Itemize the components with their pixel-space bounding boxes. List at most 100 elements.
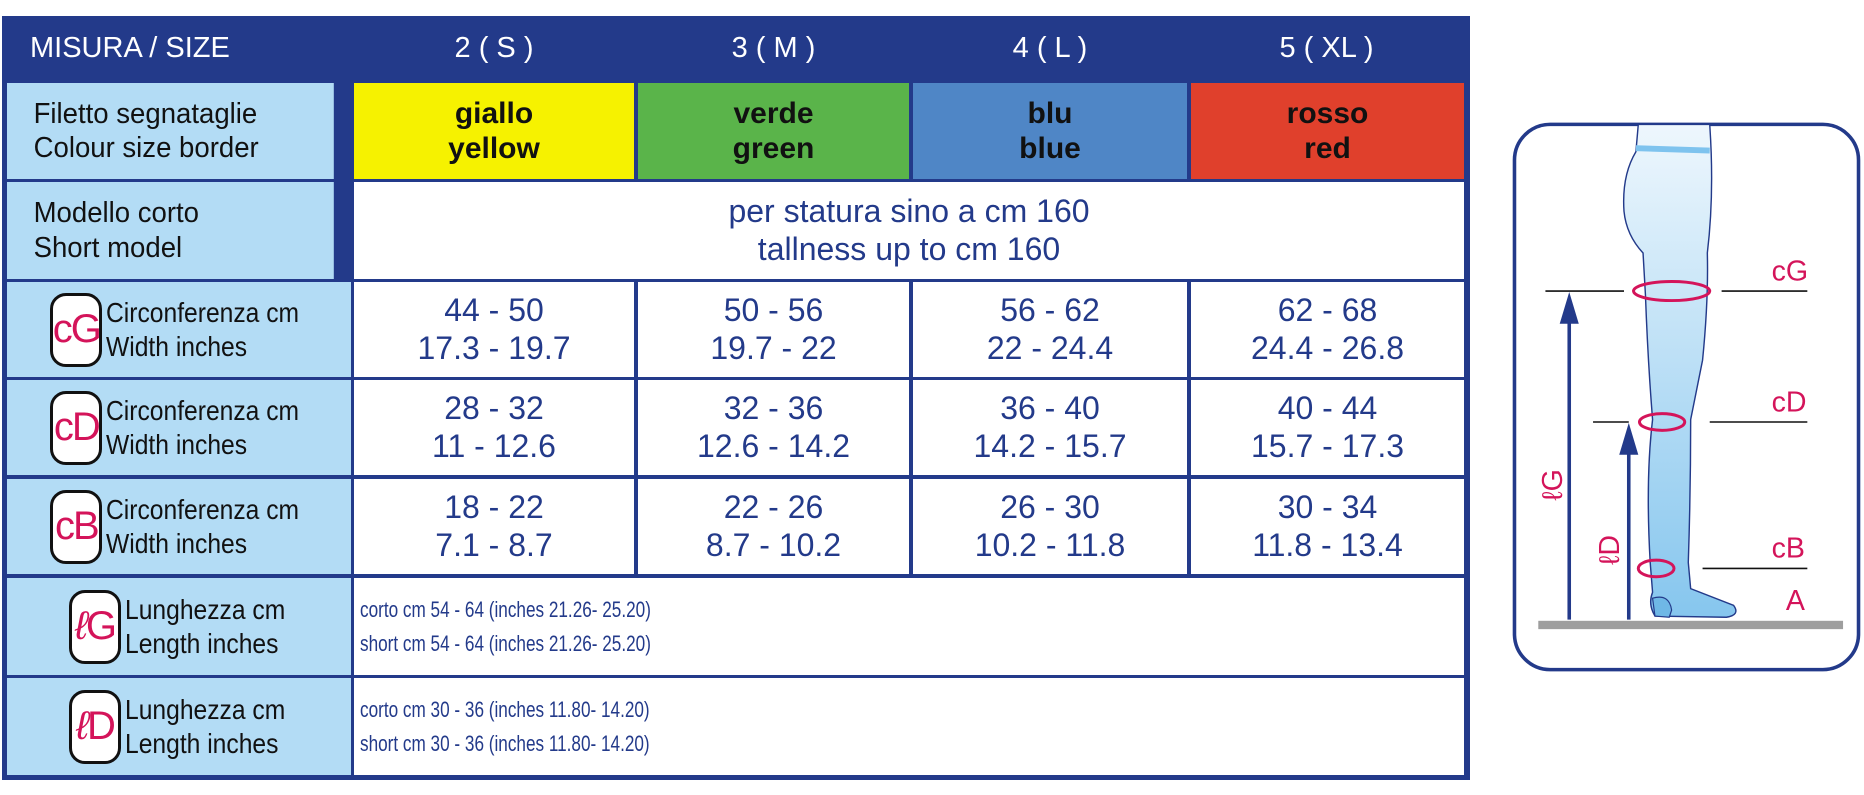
short-row-label: Modello corto Short model: [7, 182, 334, 279]
size-header-xl: 5 ( XL ): [1279, 31, 1374, 64]
label-lG: ℓG: [1537, 469, 1569, 500]
short-row-value: per statura sino a cm 160 tallness up to…: [354, 182, 1464, 279]
label-en: Length inches: [124, 627, 279, 659]
label-cB: cB: [1772, 533, 1805, 565]
label-en: Width inches: [106, 330, 248, 362]
value-line-short: short cm 30 - 36 (inches 11.80- 14.20): [360, 730, 650, 756]
size-header-l: 4 ( L ): [1012, 31, 1088, 64]
size-header-m: 3 ( M ): [731, 31, 816, 64]
label-en: Length inches: [124, 727, 279, 759]
label-en: Short model: [33, 231, 183, 264]
leg-measurement-diagram: cG cD cB A ℓG ℓD: [1512, 122, 1861, 672]
value-inches: 24.4 - 26.8: [1251, 329, 1404, 366]
colour-en: green: [732, 132, 815, 165]
value-inches: 19.7 - 22: [710, 329, 837, 366]
measure-cell: 32 - 36 12.6 - 14.2: [638, 380, 909, 475]
label-en: Colour size border: [33, 132, 259, 164]
measure-cell: 30 - 34 11.8 - 13.4: [1191, 479, 1464, 574]
value-cm: 56 - 62: [1000, 291, 1100, 328]
colour-it: verde: [733, 96, 814, 130]
colour-blue: blu blue: [913, 83, 1187, 179]
size-header-s: 2 ( S ): [454, 31, 534, 64]
label-cG: cG: [1772, 255, 1809, 287]
measure-cell: 26 - 30 10.2 - 11.8: [913, 479, 1187, 574]
value-cm: 32 - 36: [723, 389, 824, 426]
label-en: Width inches: [106, 428, 248, 460]
measure-cell: 50 - 56 19.7 - 22: [638, 282, 909, 377]
badge-cD: cD: [50, 390, 103, 465]
label-A: A: [1786, 585, 1805, 617]
colour-en: yellow: [448, 132, 540, 165]
value-cm: 40 - 44: [1277, 389, 1378, 426]
colour-en: red: [1304, 132, 1351, 165]
label-en: Width inches: [106, 527, 248, 559]
badge-letter: D: [86, 703, 116, 748]
value-en: tallness up to cm 160: [757, 230, 1061, 267]
label-lD: ℓD: [1594, 535, 1626, 565]
measure-rings: [1632, 280, 1712, 579]
label-it: Circonferenza cm: [106, 394, 300, 426]
value-line-corto: corto cm 30 - 36 (inches 11.80- 14.20): [360, 696, 650, 722]
label-it: Lunghezza cm: [124, 693, 286, 725]
value-inches: 22 - 24.4: [986, 329, 1114, 366]
value-it: per statura sino a cm 160: [728, 192, 1090, 229]
value-inches: 8.7 - 10.2: [705, 526, 842, 563]
value-inches: 11.8 - 13.4: [1252, 526, 1403, 563]
value-inches: 7.1 - 8.7: [435, 526, 553, 563]
value-line-short: short cm 54 - 64 (inches 21.26- 25.20): [360, 630, 651, 656]
value-cm: 50 - 56: [723, 291, 824, 328]
measure-cell: 62 - 68 24.4 - 26.8: [1191, 282, 1464, 377]
measure-cell: 36 - 40 14.2 - 15.7: [913, 380, 1187, 475]
colour-it: giallo: [454, 96, 534, 130]
measure-cell: 22 - 26 8.7 - 10.2: [638, 479, 909, 574]
badge-cG: cG: [50, 292, 103, 367]
value-line-corto: corto cm 54 - 64 (inches 21.26- 25.20): [360, 596, 651, 622]
value-inches: 11 - 12.6: [432, 427, 556, 464]
size-header-label: MISURA / SIZE: [30, 31, 230, 64]
measure-cell: 44 - 50 17.3 - 19.7: [354, 282, 634, 377]
value-cm: 18 - 22: [444, 488, 544, 525]
measure-cell: 56 - 62 22 - 24.4: [913, 282, 1187, 377]
value-cm: 62 - 68: [1277, 291, 1378, 328]
length-arrows: [1559, 291, 1639, 620]
colour-green: verde green: [638, 83, 909, 179]
measure-cell: 40 - 44 15.7 - 17.3: [1191, 380, 1464, 475]
measure-cell: 28 - 32 11 - 12.6: [354, 380, 634, 475]
length-value: corto cm 30 - 36 (inches 11.80- 14.20) s…: [354, 678, 1464, 775]
value-cm: 26 - 30: [1000, 488, 1100, 525]
colour-it: blu: [1027, 96, 1073, 130]
thigh-band: [1635, 145, 1710, 154]
label-it: Filetto segnataglie: [33, 97, 258, 130]
colour-red: rosso red: [1191, 83, 1464, 179]
value-cm: 28 - 32: [444, 389, 544, 426]
floor: [1538, 620, 1844, 630]
value-cm: 36 - 40: [1000, 389, 1100, 426]
measure-row-label: cD Circonferenza cm Width inches: [7, 380, 351, 475]
measure-lines: [1545, 290, 1808, 570]
label-it: Modello corto: [33, 197, 199, 230]
value-inches: 17.3 - 19.7: [417, 329, 571, 366]
badge-letter: G: [85, 603, 117, 648]
colour-yellow: giallo yellow: [354, 83, 634, 179]
colour-row-label: Filetto segnataglie Colour size border: [7, 83, 334, 179]
value-cm: 22 - 26: [723, 488, 824, 525]
colour-en: blue: [1019, 132, 1081, 165]
size-table: MISURA / SIZE 2 ( S ) 3 ( M ) 4 ( L ) 5 …: [2, 16, 1470, 780]
badge-cB: cB: [50, 489, 103, 564]
value-cm: 30 - 34: [1277, 488, 1378, 525]
badge-l: ℓ: [76, 703, 89, 748]
colour-it: rosso: [1286, 96, 1369, 130]
length-value: corto cm 54 - 64 (inches 21.26- 25.20) s…: [354, 578, 1464, 675]
label-cD: cD: [1772, 386, 1807, 418]
value-inches: 14.2 - 15.7: [973, 427, 1127, 464]
badge-l: ℓ: [74, 603, 88, 648]
value-inches: 12.6 - 14.2: [697, 427, 850, 464]
label-it: Circonferenza cm: [106, 296, 300, 328]
value-inches: 15.7 - 17.3: [1251, 427, 1404, 464]
label-it: Circonferenza cm: [106, 493, 300, 525]
value-inches: 10.2 - 11.8: [974, 526, 1126, 563]
